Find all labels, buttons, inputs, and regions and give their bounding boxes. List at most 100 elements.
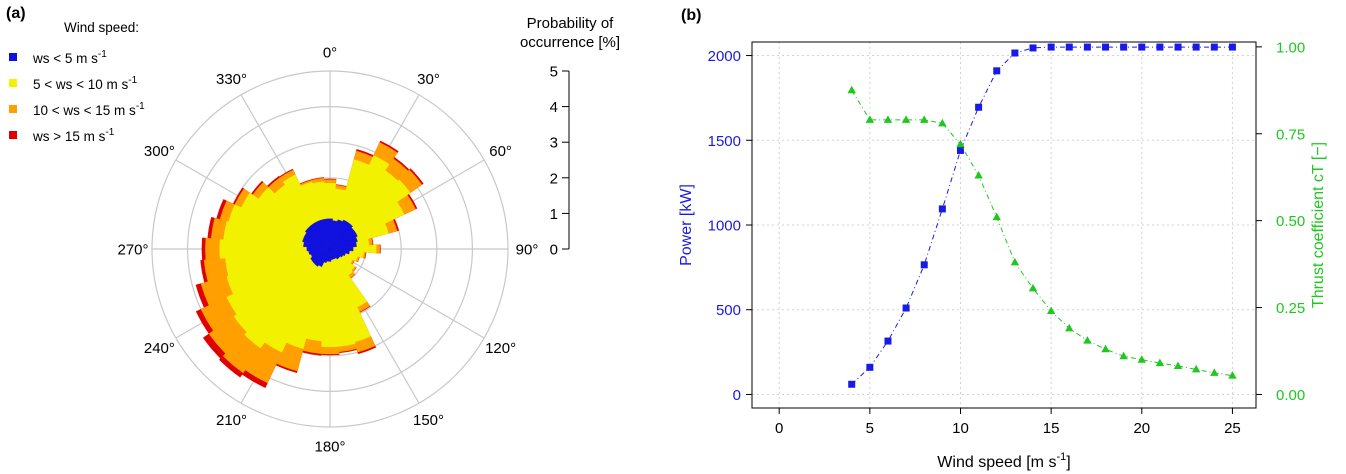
y-axis-right-label: Thrust coefficient cT [−]: [1310, 142, 1327, 308]
thrust-point: [847, 85, 856, 94]
direction-label: 120°: [485, 340, 516, 357]
rose-bar-segment: [219, 239, 331, 259]
legend-swatch-ws-lt5: [9, 53, 17, 61]
direction-label: 180°: [314, 439, 345, 456]
rose-bar-segment: [329, 236, 358, 250]
wind-rose-panel: (a) Wind speed: ws < 5 m s-1 5 < ws < 10…: [6, 5, 620, 456]
legend-item-ws-10-15: 10 < ws < 15 m s-1: [9, 101, 145, 118]
thrust-point: [883, 115, 893, 123]
legend-swatch-ws-10-15: [9, 105, 17, 113]
thrust-point: [1065, 323, 1074, 332]
power-point: [848, 380, 856, 388]
thrust-point: [1046, 306, 1056, 315]
rose-radial-scale: 0 1 2 3 4 5: [550, 64, 570, 259]
rose-bar-segment: [223, 221, 331, 250]
power-point: [902, 304, 910, 312]
legend-item-ws-gt15: ws > 15 m s-1: [9, 127, 115, 144]
thrust-line: [851, 90, 1233, 377]
rose-spoke: [329, 248, 485, 339]
legend-label-ws-lt5: ws < 5 m s-1: [32, 49, 107, 66]
x-tick-label: 10: [952, 420, 969, 437]
rose-direction-labels: 0° 30° 60° 90° 120° 150° 180° 210° 240° 270° 300° 3…: [117, 45, 538, 456]
legend-swatch-ws-5-10: [9, 79, 17, 87]
power-point: [920, 261, 928, 269]
power-line: [851, 46, 1233, 385]
power-curve-panel: (b) 0 5 10 15 20 25 0 500 1000 1500 2000 0.00 0.25…: [678, 7, 1327, 471]
y2-tick-label: 0.00: [1276, 387, 1305, 404]
thrust-point: [1210, 368, 1219, 376]
radial-scale-tick-label: 3: [550, 135, 558, 152]
legend-label-ws-10-15: 10 < ws < 15 m s-1: [33, 101, 145, 118]
legend-label-ws-gt15: ws > 15 m s-1: [32, 127, 115, 144]
panel-b-label: (b): [681, 7, 701, 24]
thrust-point: [1137, 355, 1146, 363]
x-tick-label: 15: [1043, 420, 1060, 437]
rose-bar-segment: [329, 231, 358, 250]
radial-scale-tick-label: 5: [550, 64, 558, 81]
rose-bar-segment: [321, 248, 339, 348]
power-point: [1083, 43, 1091, 51]
power-point: [1228, 43, 1236, 51]
rose-bar-segment: [226, 248, 331, 315]
x-tick-label: 5: [866, 420, 874, 437]
thrust-point: [974, 170, 983, 179]
radial-scale-tick-label: 4: [550, 99, 558, 116]
power-point: [1138, 43, 1146, 51]
y2-tick-label: 0.25: [1276, 300, 1305, 317]
rose-bar-segment: [226, 248, 331, 295]
x-axis-ticks: 0 5 10 15 20 25: [775, 408, 1241, 437]
thrust-point: [901, 115, 911, 123]
thrust-point: [1155, 358, 1165, 367]
legend-title: Wind speed:: [64, 20, 139, 35]
power-point: [1174, 43, 1182, 51]
power-point: [884, 337, 892, 345]
radial-scale-tick-label: 2: [550, 170, 558, 187]
thrust-point: [1101, 344, 1110, 353]
thrust-point: [1191, 364, 1201, 373]
power-point: [993, 67, 1001, 75]
legend-item-ws-lt5: ws < 5 m s-1: [9, 49, 107, 66]
power-point: [1047, 43, 1055, 51]
radial-scale-tick-label: 0: [550, 242, 558, 259]
legend-label-ws-5-10: 5 < ws < 10 m s-1: [33, 75, 138, 92]
power-curve-series: [847, 43, 1237, 388]
power-point: [1011, 49, 1019, 57]
thrust-point: [1083, 336, 1092, 344]
power-point: [975, 103, 983, 111]
radial-scale-title-line2: occurrence [%]: [520, 34, 620, 51]
power-point: [866, 363, 874, 371]
power-point: [1102, 43, 1110, 51]
rose-bar-segment: [244, 248, 331, 349]
thrust-point: [956, 139, 965, 148]
power-point: [1029, 44, 1037, 52]
direction-label: 270°: [117, 242, 148, 259]
direction-label: 330°: [216, 71, 247, 88]
direction-label: 90°: [516, 242, 539, 259]
x-tick-label: 0: [775, 420, 783, 437]
x-tick-label: 20: [1133, 420, 1150, 437]
thrust-point: [865, 115, 875, 123]
direction-label: 240°: [144, 340, 175, 357]
rose-bar-segment: [233, 248, 331, 333]
thrust-point: [1028, 283, 1038, 292]
wind-rose-legend: Wind speed: ws < 5 m s-1 5 < ws < 10 m s…: [9, 20, 145, 144]
y-tick-label: 1000: [708, 218, 741, 235]
y2-tick-label: 0.75: [1276, 126, 1305, 143]
thrust-point: [1228, 371, 1237, 379]
direction-label: 0°: [323, 45, 337, 62]
rose-bar-segment: [329, 222, 353, 250]
y-axis-left-ticks: 0 500 1000 1500 2000: [708, 48, 752, 404]
rose-bar-segment: [321, 218, 331, 250]
radial-scale-tick-label: 1: [550, 206, 558, 223]
legend-swatch-ws-gt15: [9, 131, 17, 139]
thrust-point: [1173, 361, 1183, 369]
direction-label: 210°: [216, 412, 247, 429]
y-axis-left-label: Power [kW]: [678, 184, 695, 266]
power-point: [1065, 43, 1073, 51]
panel-a-label: (a): [6, 5, 26, 22]
power-point: [956, 146, 964, 154]
direction-label: 300°: [144, 143, 175, 160]
rose-bar-segment: [310, 248, 331, 262]
rose-bar-segment: [329, 246, 354, 252]
direction-label: 150°: [413, 412, 444, 429]
